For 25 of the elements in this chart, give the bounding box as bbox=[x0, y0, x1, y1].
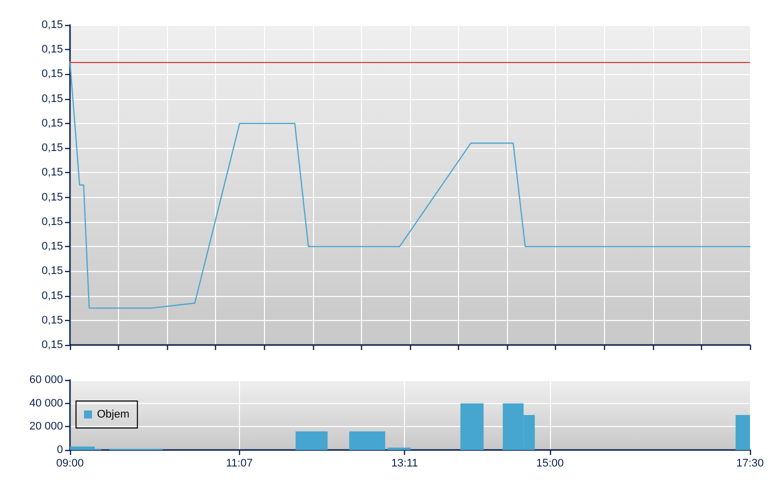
y-tick-label: 0,15 bbox=[42, 240, 63, 253]
y-tick-label: 0,15 bbox=[42, 339, 63, 351]
y-tick-label: 0,15 bbox=[42, 19, 63, 31]
x-tick-label: 17:30 bbox=[736, 458, 764, 470]
y-tick-label: 40 000 bbox=[29, 397, 63, 410]
y-tick-label: 0,15 bbox=[42, 166, 63, 179]
y-tick-label: 0,15 bbox=[42, 117, 63, 130]
y-tick-label: 0,15 bbox=[42, 142, 63, 154]
y-tick-label: 0,15 bbox=[42, 92, 63, 105]
legend-label: Objem bbox=[97, 408, 130, 420]
y-tick-label: 0,15 bbox=[42, 44, 63, 56]
x-tick-label: 15:00 bbox=[536, 458, 564, 470]
x-tick-label: 13:11 bbox=[391, 458, 418, 470]
y-tick-label: 20 000 bbox=[29, 420, 63, 433]
y-tick-label: 0,15 bbox=[42, 314, 63, 326]
x-tick-label: 11:07 bbox=[226, 458, 253, 470]
x-tick-label: 09:00 bbox=[56, 458, 84, 470]
y-tick-label: 0,15 bbox=[42, 68, 63, 80]
line-series bbox=[69, 61, 751, 309]
y-tick-label: 0,15 bbox=[42, 191, 63, 204]
y-tick-label: 60 000 bbox=[29, 374, 63, 386]
y-tick-label: 0,15 bbox=[42, 216, 63, 228]
y-tick-label: 0,15 bbox=[42, 290, 63, 302]
y-tick-label: 0,15 bbox=[42, 265, 63, 278]
y-tick-label: 0 bbox=[56, 444, 63, 456]
